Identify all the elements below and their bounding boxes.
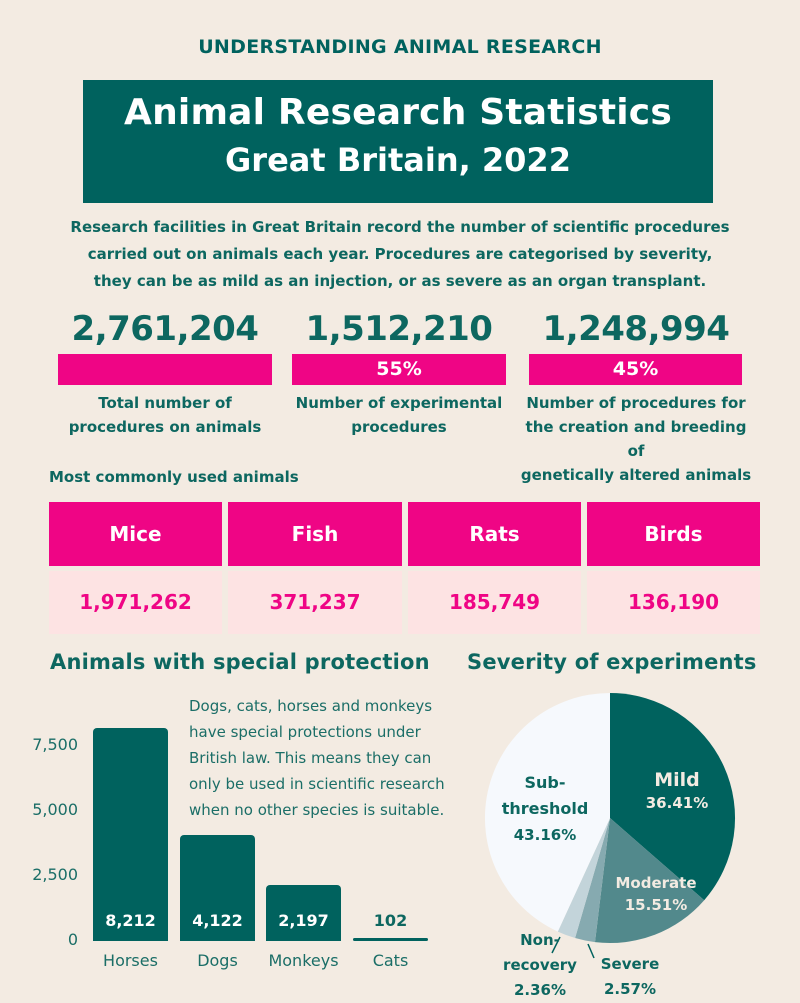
- y-tick-5000: 5,000: [32, 800, 78, 819]
- pie-slice-mild: [610, 693, 736, 901]
- intro-paragraph: Research facilities in Great Britain rec…: [40, 214, 760, 295]
- bar-value-cats: 102: [373, 911, 408, 930]
- pie-label-mild: Mild 36.41%: [612, 769, 742, 812]
- x-label-horses: Horses: [103, 951, 158, 970]
- stat-total: 2,761,204 Total number of procedures on …: [50, 306, 280, 439]
- note-line: British law. This means they can: [189, 749, 432, 767]
- bar-cats: [353, 938, 428, 941]
- stat-label: Total number of procedures on animals: [50, 391, 280, 439]
- stat-bar: [58, 354, 272, 385]
- page-subtitle: Great Britain, 2022: [225, 141, 571, 179]
- severity-title: Severity of experiments: [467, 650, 757, 674]
- stat-value: 1,248,994: [542, 309, 730, 349]
- intro-line: Research facilities in Great Britain rec…: [70, 218, 730, 236]
- page-title: Animal Research Statistics: [124, 92, 672, 133]
- title-banner: Animal Research Statistics Great Britain…: [83, 80, 713, 203]
- pie-slice-moderate: [595, 818, 705, 944]
- stat-genetic: 1,248,994 45% Number of procedures for t…: [520, 306, 752, 487]
- bar-value-dogs: 4,122: [192, 911, 243, 930]
- pie-label-moderate: Moderate 15.51%: [596, 874, 716, 914]
- pie-label-name-part: Sub-: [524, 773, 566, 792]
- x-label-monkeys: Monkeys: [268, 951, 339, 970]
- pie-label-name-part: Non-: [520, 931, 560, 949]
- bar-value-horses: 8,212: [105, 911, 156, 930]
- y-tick-7500: 7,500: [32, 735, 78, 754]
- note-line: Dogs, cats, horses and monkeys: [189, 697, 433, 715]
- y-tick-2500: 2,500: [32, 865, 78, 884]
- stat-bar: 55%: [292, 354, 506, 385]
- stat-experimental: 1,512,210 55% Number of experimental pro…: [284, 306, 514, 439]
- x-label-dogs: Dogs: [197, 951, 238, 970]
- table-cell-mice: 1,971,262: [49, 571, 222, 634]
- pie-label-value: 2.57%: [603, 980, 657, 998]
- pie-slice-non-recovery: [557, 818, 610, 938]
- pie-label-value: 43.16%: [513, 826, 577, 844]
- pie-label-name-part: recovery: [503, 956, 577, 974]
- pie-slice-sub-threshold: [484, 693, 610, 932]
- table-cell-fish: 371,237: [228, 571, 402, 634]
- pie-slice-severe: [575, 818, 610, 943]
- stat-value: 1,512,210: [305, 309, 493, 349]
- intro-line: carried out on animals each year. Proced…: [87, 245, 713, 263]
- pie-label-value: 2.36%: [513, 981, 567, 999]
- pie-label-name: Mild: [654, 769, 700, 791]
- pie-label-name: Severe: [600, 955, 660, 973]
- leader-line-non-recovery: [551, 936, 561, 954]
- table-header-mice: Mice: [49, 502, 222, 566]
- note-line: have special protections under: [189, 723, 421, 741]
- stat-label-line: procedures: [351, 418, 447, 436]
- bar-monkeys: [266, 885, 341, 941]
- pie-label-name-part: threshold: [501, 799, 589, 818]
- table-header-fish: Fish: [228, 502, 402, 566]
- stat-label-line: the creation and breeding of: [525, 418, 747, 460]
- note-line: when no other species is suitable.: [189, 801, 445, 819]
- intro-line: they can be as mild as an injection, or …: [93, 272, 707, 290]
- leader-line-severe: [587, 943, 595, 959]
- stat-label-line: genetically altered animals: [520, 466, 752, 484]
- pie-label-value: 36.41%: [645, 794, 709, 812]
- stat-label: Number of procedures for the creation an…: [520, 391, 752, 487]
- x-label-cats: Cats: [372, 951, 409, 970]
- pie-label-value: 15.51%: [624, 896, 688, 914]
- protection-title: Animals with special protection: [50, 650, 430, 674]
- bar-horses: [93, 728, 168, 941]
- table-cell-rats: 185,749: [408, 571, 581, 634]
- bar-value-monkeys: 2,197: [278, 911, 329, 930]
- pie-label-severe: Severe 2.57%: [590, 952, 670, 1002]
- stat-bar: 45%: [529, 354, 742, 385]
- pie-label-sub-threshold: Sub- threshold 43.16%: [490, 770, 600, 848]
- stat-label-line: Total number of: [98, 394, 232, 412]
- organization-kicker: UNDERSTANDING ANIMAL RESEARCH: [198, 36, 602, 58]
- pie-label-name: Moderate: [615, 874, 697, 892]
- stat-label-line: Number of experimental: [295, 394, 503, 412]
- stat-value: 2,761,204: [71, 309, 259, 349]
- table-header-rats: Rats: [408, 502, 581, 566]
- pie-label-non-recovery: Non- recovery 2.36%: [490, 928, 590, 1003]
- table-header-birds: Birds: [587, 502, 760, 566]
- stat-label-line: procedures on animals: [68, 418, 262, 436]
- common-animals-title: Most commonly used animals: [49, 468, 299, 486]
- stat-label: Number of experimental procedures: [284, 391, 514, 439]
- table-cell-birds: 136,190: [587, 571, 760, 634]
- note-line: only be used in scientific research: [189, 775, 445, 793]
- y-tick-0: 0: [67, 930, 78, 949]
- stat-label-line: Number of procedures for: [526, 394, 746, 412]
- protection-note: Dogs, cats, horses and monkeys have spec…: [189, 693, 479, 823]
- bar-dogs: [180, 835, 255, 941]
